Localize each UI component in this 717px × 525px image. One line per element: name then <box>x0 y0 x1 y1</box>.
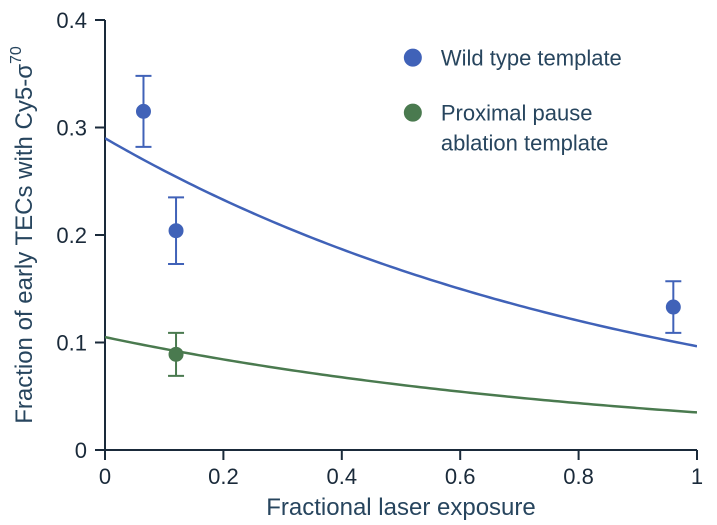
fit-curve-proximal-pause-ablation <box>105 337 697 412</box>
x-tick-label: 0.2 <box>208 464 239 489</box>
y-tick-label: 0.3 <box>56 116 87 141</box>
x-tick-label: 0.4 <box>327 464 358 489</box>
x-tick-label: 0.6 <box>445 464 476 489</box>
x-axis-title: Fractional laser exposure <box>266 494 535 521</box>
x-tick-label: 1 <box>691 464 703 489</box>
y-axis-title: Fraction of early TECs with Cy5-σ70 <box>8 46 38 424</box>
data-point-wild-type <box>136 104 150 118</box>
y-tick-label: 0.4 <box>56 8 87 33</box>
chart-container: 0 0.2 0.4 0.6 0.8 1 0 0.1 0.2 0.3 0.4 Fractional la… <box>0 0 717 525</box>
legend-marker-wild-type <box>404 49 422 67</box>
y-tick-label: 0 <box>75 438 87 463</box>
legend-label-proximal-2: ablation template <box>441 131 609 156</box>
data-point-proximal-pause-ablation <box>169 347 183 361</box>
legend-label-wild-type: Wild type template <box>441 46 622 71</box>
y-tick-label: 0.2 <box>56 223 87 248</box>
chart-svg: 0 0.2 0.4 0.6 0.8 1 0 0.1 0.2 0.3 0.4 Fractional la… <box>0 0 717 525</box>
x-tick-label: 0 <box>99 464 111 489</box>
x-tick-label: 0.8 <box>563 464 594 489</box>
y-tick-label: 0.1 <box>56 331 87 356</box>
fit-curve-wild-type <box>105 138 697 346</box>
legend-marker-proximal <box>404 104 422 122</box>
data-point-wild-type <box>169 224 183 238</box>
legend-label-proximal-1: Proximal pause <box>441 101 593 126</box>
data-point-wild-type <box>666 300 680 314</box>
